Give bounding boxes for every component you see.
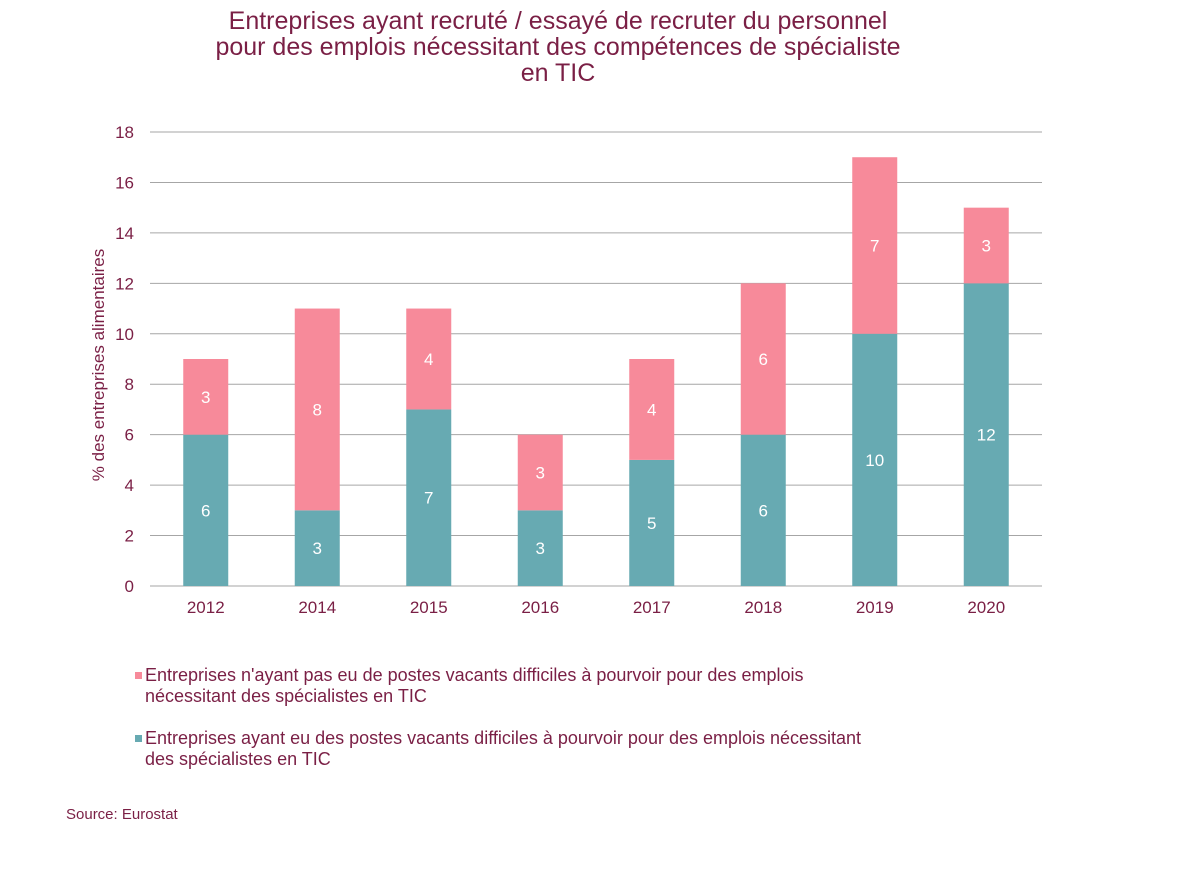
bar-segment-vacancies — [629, 459, 675, 586]
y-tick-label: 16 — [115, 173, 134, 192]
data-label: 3 — [201, 388, 210, 407]
data-label: 6 — [201, 501, 210, 520]
y-tick-label: 14 — [115, 224, 134, 243]
data-label: 6 — [759, 501, 768, 520]
legend-swatch-pink — [135, 672, 142, 679]
bar-segment-no-vacancies — [406, 308, 452, 410]
y-tick-label: 6 — [125, 426, 134, 445]
legend-label-cont: nécessitant des spécialistes en TIC — [145, 686, 427, 706]
bar-segment-no-vacancies — [963, 207, 1009, 284]
data-label: 7 — [424, 489, 433, 508]
y-tick-label: 10 — [115, 325, 134, 344]
x-tick-label: 2018 — [744, 598, 782, 617]
data-label: 4 — [424, 350, 433, 369]
x-tick-label: 2015 — [410, 598, 448, 617]
x-tick-label: 2012 — [187, 598, 225, 617]
data-label: 3 — [536, 464, 545, 483]
bar-segment-no-vacancies — [852, 157, 898, 334]
legend-swatch-teal — [135, 735, 142, 742]
bar-segment-no-vacancies — [294, 308, 340, 511]
source-note: Source: Eurostat — [66, 806, 178, 823]
data-label: 10 — [865, 451, 884, 470]
legend-label-cont: des spécialistes en TIC — [145, 749, 331, 769]
legend-label: Entreprises ayant eu des postes vacants … — [145, 728, 862, 748]
y-axis-ticks: 0 2 4 6 8 10 12 14 16 18 — [115, 123, 134, 596]
y-tick-label: 2 — [125, 527, 134, 546]
gridlines — [150, 131, 1042, 587]
y-axis-label: % des entreprises alimentaires — [89, 249, 108, 481]
x-tick-label: 2019 — [856, 598, 894, 617]
bar-segment-vacancies — [294, 510, 340, 586]
y-tick-label: 18 — [115, 123, 134, 142]
chart-title-line-3: en TIC — [520, 59, 596, 87]
data-label: 8 — [313, 400, 322, 419]
bar-segment-vacancies — [852, 333, 898, 586]
x-tick-label: 2020 — [967, 598, 1005, 617]
bars: 6 3 3 8 7 4 3 3 5 4 6 6 10 7 12 3 — [183, 157, 1009, 586]
legend-item-vacancies: Entreprises ayant eu des postes vacants … — [135, 728, 1035, 770]
x-tick-label: 2017 — [633, 598, 671, 617]
bar-segment-vacancies — [740, 434, 786, 586]
y-tick-label: 4 — [125, 476, 134, 495]
chart-title: Entreprises ayant recruté / essayé de re… — [0, 8, 1116, 86]
y-tick-label: 12 — [115, 274, 134, 293]
data-label: 7 — [870, 237, 879, 256]
bar-segment-vacancies — [406, 409, 452, 586]
bar-segment-no-vacancies — [740, 283, 786, 435]
data-label: 5 — [647, 514, 656, 533]
chart-title-line-1: Entreprises ayant recruté / essayé de re… — [228, 7, 888, 35]
legend-item-no-vacancies: Entreprises n'ayant pas eu de postes vac… — [135, 665, 1035, 707]
bar-segment-no-vacancies — [183, 359, 229, 435]
data-label: 3 — [313, 539, 322, 558]
legend-label: Entreprises n'ayant pas eu de postes vac… — [145, 665, 804, 685]
x-tick-label: 2016 — [521, 598, 559, 617]
bar-segment-no-vacancies — [629, 359, 675, 460]
data-label: 12 — [977, 426, 996, 445]
bar-segment-vacancies — [517, 510, 563, 586]
x-tick-label: 2014 — [298, 598, 336, 617]
data-label: 4 — [647, 400, 656, 419]
data-label: 6 — [759, 350, 768, 369]
data-label: 3 — [536, 539, 545, 558]
data-label: 3 — [982, 237, 991, 256]
y-tick-label: 0 — [125, 577, 134, 596]
x-axis-ticks: 2012 2014 2015 2016 2017 2018 2019 2020 — [187, 598, 1005, 617]
bar-segment-no-vacancies — [517, 434, 563, 511]
chart-title-line-2: pour des emplois nécessitant des compéte… — [215, 33, 901, 61]
bar-segment-vacancies — [183, 434, 229, 586]
y-tick-label: 8 — [125, 375, 134, 394]
bar-segment-vacancies — [963, 283, 1009, 586]
